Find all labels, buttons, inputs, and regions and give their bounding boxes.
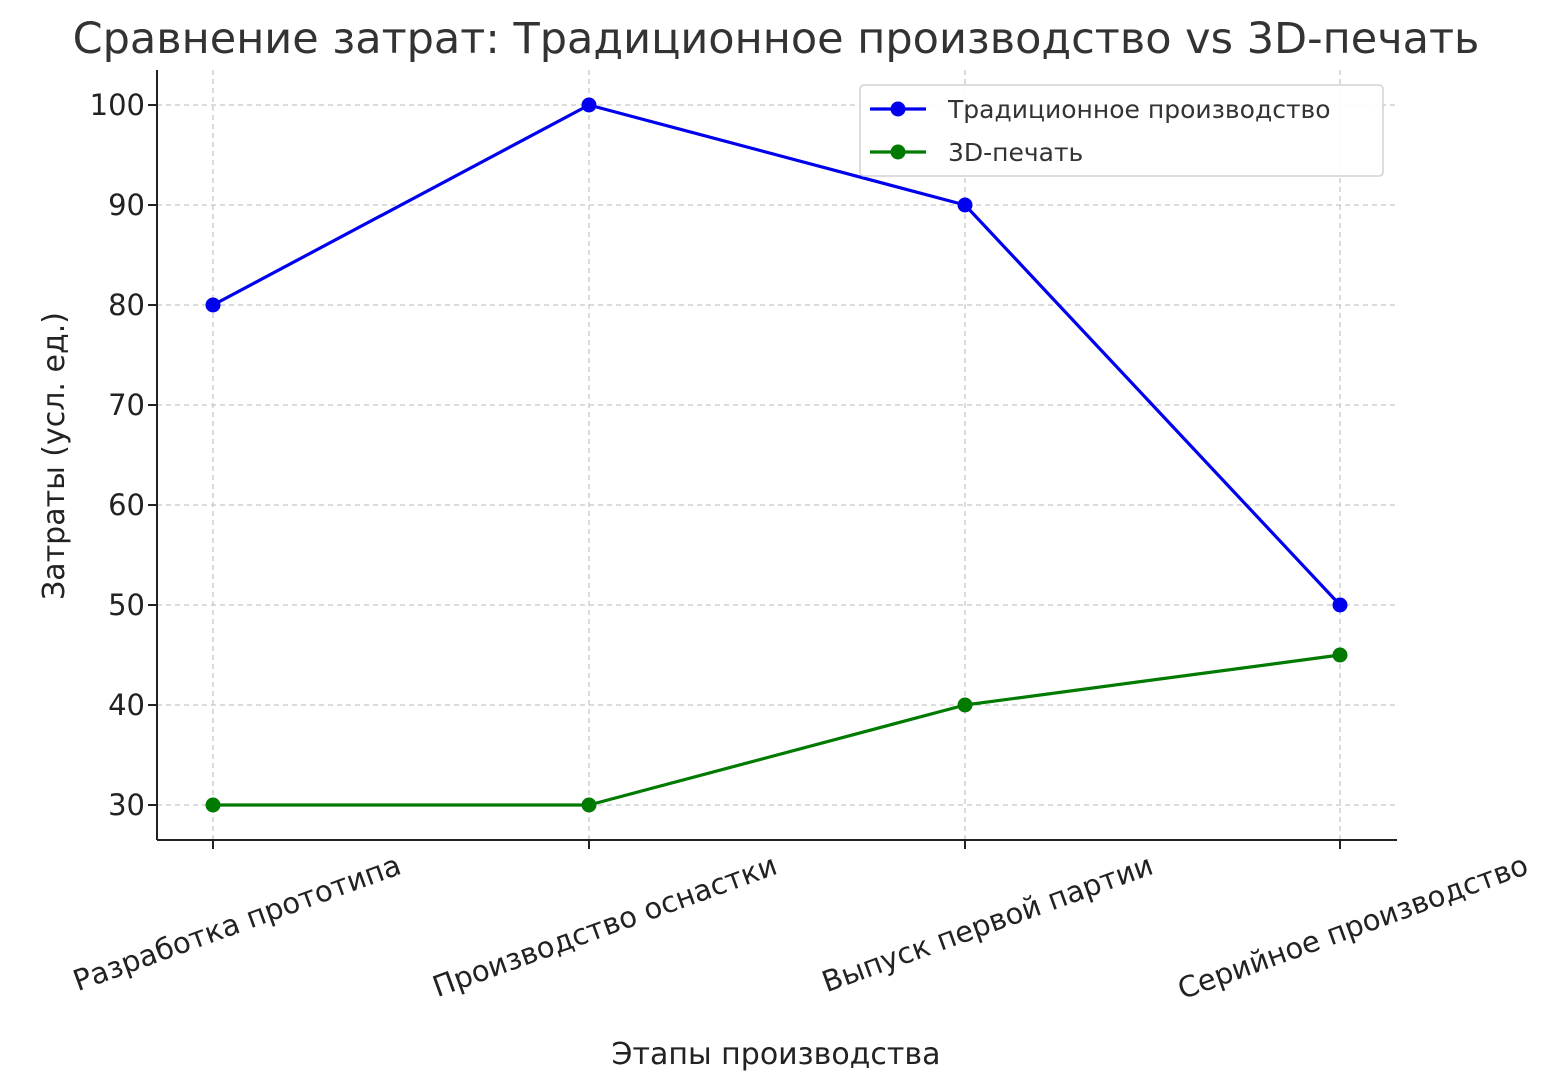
- y-tick-label: 70: [108, 388, 145, 422]
- data-point: [957, 197, 973, 213]
- data-point: [1332, 647, 1348, 663]
- x-tick-label: Серийное производство: [1173, 848, 1532, 1006]
- series-line: [212, 103, 1342, 607]
- legend-label: Традиционное производство: [947, 95, 1331, 124]
- y-tick-label: 90: [108, 188, 145, 222]
- axes: 30 40 50 60 70 80 90 100 Разработка прототипа Про…: [69, 70, 1532, 1006]
- chart-title: Сравнение затрат: Традиционное производс…: [73, 14, 1480, 64]
- y-tick-label: 50: [108, 588, 145, 622]
- x-axis-label: Этапы производства: [612, 1037, 941, 1072]
- y-axis-label: Затраты (усл. ед.): [37, 312, 72, 600]
- data-point: [205, 297, 221, 313]
- y-tick-label: 100: [90, 88, 145, 122]
- legend-entry: Традиционное производство: [870, 95, 1331, 124]
- legend-box: [859, 84, 1384, 177]
- data-point: [205, 797, 221, 813]
- series-2: [205, 647, 1348, 813]
- y-tick-label: 80: [108, 288, 145, 322]
- legend: Традиционное производство 3D-печать: [859, 84, 1384, 177]
- series-1: [205, 97, 1348, 613]
- data-point: [581, 797, 597, 813]
- legend-entry: 3D-печать: [870, 138, 1083, 167]
- grid: [157, 70, 1397, 840]
- series-line: [213, 653, 1341, 807]
- legend-swatch-marker: [890, 101, 906, 117]
- y-tick-label: 40: [108, 688, 145, 722]
- y-tick-label: 60: [108, 488, 145, 522]
- x-tick-label: Выпуск первой партии: [817, 848, 1157, 999]
- x-tick-label: Производство оснастки: [428, 848, 781, 1004]
- y-tick-label: 30: [108, 788, 145, 822]
- legend-label: 3D-печать: [948, 138, 1083, 167]
- data-point: [957, 697, 973, 713]
- x-tick-label: Разработка прототипа: [69, 848, 406, 998]
- data-point: [1332, 597, 1348, 613]
- legend-swatch-marker: [890, 144, 906, 160]
- data-point: [581, 97, 597, 113]
- series-group: [205, 97, 1348, 813]
